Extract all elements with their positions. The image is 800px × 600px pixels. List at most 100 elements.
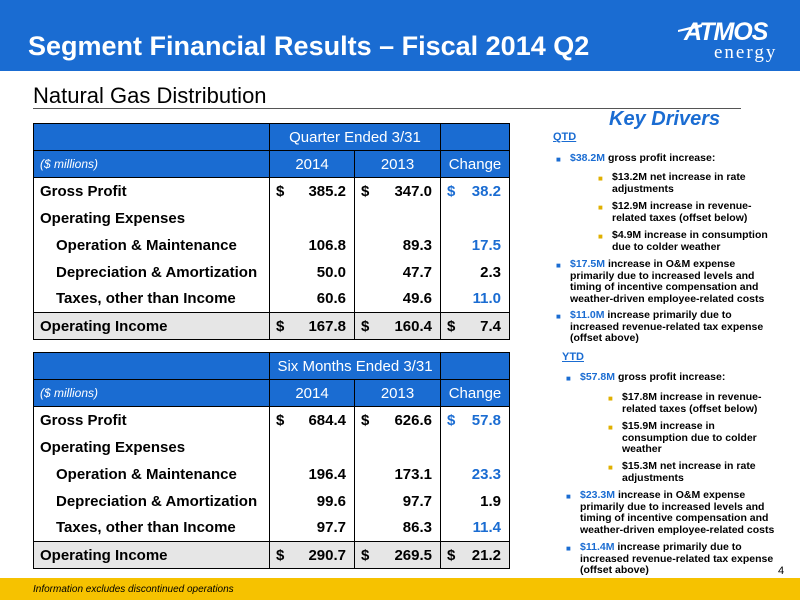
ytd-driver-item: ■ $11.4M increase primarily due to increa… [566, 541, 790, 577]
row-label: Gross Profit [33, 406, 270, 434]
currency-sign: $ [361, 182, 370, 200]
row-label: Operation & Maintenance [33, 460, 270, 488]
value-2013: 47.7 [354, 258, 441, 286]
col-change-header: Change [440, 150, 510, 178]
ytd-driver-item: ■ $15.9M increase in consumption due to c… [608, 420, 782, 456]
row-label: Operating Expenses [33, 433, 270, 461]
driver-amount: $38.2M [570, 152, 606, 164]
value-change: $21.2 [440, 541, 510, 569]
value-2014: 60.6 [269, 285, 355, 313]
table-row: Depreciation & Amortization 50.0 47.7 2.3 [33, 258, 510, 286]
cell-value: 196.4 [308, 465, 346, 483]
table-row: Taxes, other than Income 60.6 49.6 11.0 [33, 285, 510, 313]
cell-value: 626.6 [394, 411, 432, 429]
period-header: Quarter Ended 3/31 [269, 123, 441, 151]
subtitle-divider [33, 108, 741, 109]
bullet-square-icon: ■ [566, 492, 571, 501]
currency-sign: $ [361, 317, 370, 335]
cell-value: 57.8 [471, 411, 501, 429]
ytd-driver-item: ■ $23.3M increase in O&M expense primaril… [566, 489, 790, 536]
row-label: Operation & Maintenance [33, 231, 270, 259]
table-row: Operation & Maintenance 196.4 173.1 23.3 [33, 460, 510, 488]
currency-sign: $ [276, 411, 285, 429]
driver-text: $13.2M net increase in rate adjustments [612, 171, 746, 195]
value-2014: $684.4 [269, 406, 355, 434]
table-subheader-row: ($ millions) 2014 2013 Change [33, 150, 510, 178]
bullet-square-icon: ■ [598, 203, 603, 212]
value-change: 23.3 [440, 460, 510, 488]
units-label: ($ millions) [33, 379, 270, 407]
title-bar [0, 0, 800, 71]
table-header-row: Six Months Ended 3/31 [33, 352, 510, 380]
currency-sign: $ [361, 546, 370, 564]
bullet-square-icon: ■ [566, 544, 571, 553]
bullet-square-icon: ■ [556, 312, 561, 321]
logo-tagline: energy [714, 42, 778, 63]
cell-value: 23.3 [471, 465, 501, 483]
currency-sign: $ [276, 546, 285, 564]
cell-value: 2.3 [480, 263, 501, 281]
cell-value: 86.3 [402, 519, 432, 537]
bullet-square-icon: ■ [598, 174, 603, 183]
footer-bar [0, 578, 800, 600]
col-2014-header: 2014 [269, 379, 355, 407]
table-row: Operation & Maintenance 106.8 89.3 17.5 [33, 231, 510, 259]
table-row: Gross Profit $385.2 $347.0 $38.2 [33, 177, 510, 205]
currency-sign: $ [447, 411, 456, 429]
currency-sign: $ [276, 182, 285, 200]
cell-value: 17.5 [471, 236, 501, 254]
value-2013 [354, 433, 441, 461]
value-2014 [269, 433, 355, 461]
cell-value: 49.6 [402, 290, 432, 308]
cell-value: 60.6 [316, 290, 346, 308]
driver-amount: $11.4M [580, 541, 615, 553]
ytd-driver-item: ■ $17.8M increase in revenue-related taxe… [608, 391, 782, 415]
value-2013: 49.6 [354, 285, 441, 313]
driver-text: $12.9M increase in revenue-related taxes… [612, 200, 752, 224]
value-change [440, 433, 510, 461]
cell-value: 97.7 [316, 519, 346, 537]
page-number: 4 [778, 565, 785, 577]
period-header: Six Months Ended 3/31 [269, 352, 441, 380]
value-2013: $160.4 [354, 312, 441, 340]
value-2013: 86.3 [354, 514, 441, 542]
value-2014: 97.7 [269, 514, 355, 542]
driver-text: gross profit increase: [605, 152, 716, 164]
cell-value: 11.4 [472, 519, 501, 537]
value-2014: 196.4 [269, 460, 355, 488]
cell-value: 89.3 [402, 236, 432, 254]
bullet-square-icon: ■ [608, 394, 613, 403]
cell-value: 11.0 [472, 290, 501, 308]
qtd-driver-item: ■ $38.2M gross profit increase: [556, 152, 770, 165]
qtd-driver-item: ■ $12.9M increase in revenue-related taxe… [598, 200, 772, 224]
driver-text: $15.3M net increase in rate adjustments [622, 460, 756, 484]
col-change-header: Change [440, 379, 510, 407]
value-2014: $385.2 [269, 177, 355, 205]
cell-value: 269.5 [394, 546, 432, 564]
qtd-driver-item: ■ $4.9M increase in consumption due to co… [598, 229, 772, 253]
cell-value: 173.1 [394, 465, 432, 483]
currency-sign: $ [447, 182, 456, 200]
value-2014: 99.6 [269, 487, 355, 515]
value-change: 11.4 [440, 514, 510, 542]
value-change [440, 204, 510, 232]
driver-text: $4.9M increase in consumption due to col… [612, 229, 768, 253]
qtd-label: QTD [553, 131, 577, 143]
table-row: Gross Profit $684.4 $626.6 $57.8 [33, 406, 510, 434]
table-row: Depreciation & Amortization 99.6 97.7 1.9 [33, 487, 510, 515]
ytd-driver-item: ■ $57.8M gross profit increase: [566, 371, 780, 384]
table-row: Operating Expenses [33, 204, 510, 232]
cell-value: 47.7 [402, 263, 432, 281]
value-change: $7.4 [440, 312, 510, 340]
cell-value: 290.7 [308, 546, 346, 564]
row-label: Operating Income [33, 541, 270, 569]
value-2013: $347.0 [354, 177, 441, 205]
bullet-square-icon: ■ [608, 463, 613, 472]
driver-text: increase in O&M expense primarily due to… [570, 258, 765, 305]
row-label: Operating Expenses [33, 204, 270, 232]
ytd-label: YTD [562, 351, 584, 363]
quarter-table: Quarter Ended 3/31 ($ millions) 2014 201… [33, 123, 510, 340]
driver-text: $15.9M increase in consumption due to co… [622, 420, 757, 455]
cell-value: 21.2 [471, 546, 501, 564]
currency-sign: $ [361, 411, 370, 429]
